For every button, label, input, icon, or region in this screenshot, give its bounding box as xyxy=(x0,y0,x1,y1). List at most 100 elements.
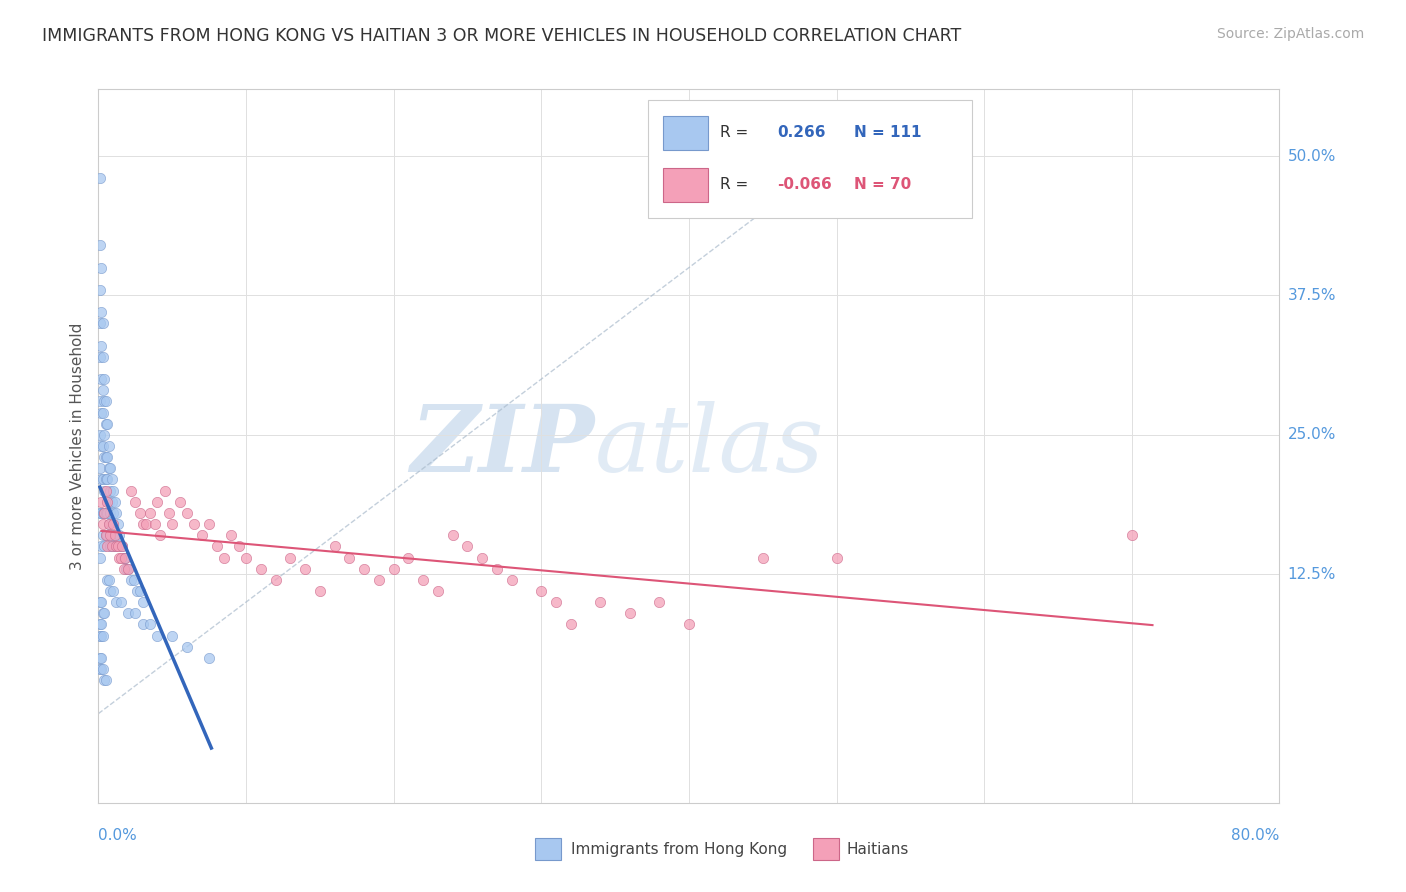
Point xyxy=(751,550,773,565)
Point xyxy=(89,283,111,297)
Point xyxy=(198,516,221,531)
Point xyxy=(93,607,115,621)
Point xyxy=(93,450,115,464)
Text: IMMIGRANTS FROM HONG KONG VS HAITIAN 3 OR MORE VEHICLES IN HOUSEHOLD CORRELATION: IMMIGRANTS FROM HONG KONG VS HAITIAN 3 O… xyxy=(42,27,962,45)
Point xyxy=(90,338,112,352)
Point xyxy=(90,260,112,275)
Point xyxy=(124,607,146,621)
Point xyxy=(427,583,450,598)
Point xyxy=(89,317,111,331)
Point xyxy=(90,628,112,642)
Point xyxy=(89,506,111,520)
Text: Immigrants from Hong Kong: Immigrants from Hong Kong xyxy=(571,842,787,856)
Point xyxy=(678,617,700,632)
Point xyxy=(146,494,169,508)
Y-axis label: 3 or more Vehicles in Household: 3 or more Vehicles in Household xyxy=(70,322,86,570)
Point xyxy=(90,405,112,419)
Point xyxy=(278,550,302,565)
Point xyxy=(122,573,145,587)
FancyBboxPatch shape xyxy=(813,838,839,860)
Text: Haitians: Haitians xyxy=(846,842,908,856)
Point xyxy=(128,583,150,598)
Point xyxy=(91,516,114,531)
Point xyxy=(94,417,117,431)
Point xyxy=(157,506,180,520)
Point xyxy=(93,394,115,409)
Point xyxy=(501,573,523,587)
Point xyxy=(98,461,121,475)
Point xyxy=(91,384,114,398)
Point xyxy=(264,573,287,587)
Point xyxy=(96,539,118,553)
Point xyxy=(132,516,155,531)
FancyBboxPatch shape xyxy=(664,116,707,150)
Point xyxy=(368,573,391,587)
Point xyxy=(90,539,112,553)
Point xyxy=(105,539,128,553)
Point xyxy=(219,528,242,542)
Point xyxy=(93,483,115,498)
Point xyxy=(110,595,132,609)
Point xyxy=(530,583,553,598)
Point xyxy=(90,651,112,665)
Point xyxy=(97,516,120,531)
Point xyxy=(89,350,111,364)
Point xyxy=(205,539,228,553)
Point xyxy=(94,528,117,542)
Point xyxy=(124,494,146,508)
Point xyxy=(117,607,139,621)
Text: 0.266: 0.266 xyxy=(778,125,825,139)
Point xyxy=(169,494,191,508)
Point xyxy=(98,539,121,553)
Point xyxy=(91,662,114,676)
Point xyxy=(93,372,115,386)
Point xyxy=(294,562,316,576)
Text: ZIP: ZIP xyxy=(411,401,595,491)
Point xyxy=(228,539,250,553)
Point xyxy=(139,506,162,520)
Point xyxy=(94,473,117,487)
Point xyxy=(105,539,128,553)
Point xyxy=(90,494,112,508)
Point xyxy=(90,372,112,386)
Point xyxy=(97,461,120,475)
Point xyxy=(176,506,198,520)
Point xyxy=(183,516,205,531)
Point xyxy=(91,628,114,642)
Point xyxy=(89,394,111,409)
Point xyxy=(89,617,111,632)
Point xyxy=(98,483,121,498)
Point xyxy=(91,405,114,419)
Text: -0.066: -0.066 xyxy=(778,177,832,192)
Point xyxy=(93,506,115,520)
Text: atlas: atlas xyxy=(595,401,824,491)
Point xyxy=(91,350,114,364)
Point xyxy=(108,550,131,565)
Point xyxy=(114,550,136,565)
Point xyxy=(94,483,117,498)
Text: R =: R = xyxy=(720,125,748,139)
Point xyxy=(120,573,142,587)
Point xyxy=(544,595,567,609)
Point xyxy=(212,550,235,565)
Point xyxy=(90,662,112,676)
Point xyxy=(486,562,509,576)
Point xyxy=(90,595,112,609)
Text: 0.0%: 0.0% xyxy=(98,828,138,843)
Point xyxy=(382,562,405,576)
Point xyxy=(110,550,132,565)
Point xyxy=(100,528,122,542)
Point xyxy=(114,550,136,565)
Point xyxy=(128,506,150,520)
Point xyxy=(396,550,419,565)
Point xyxy=(110,539,132,553)
Point xyxy=(125,583,148,598)
Point xyxy=(235,550,257,565)
Point xyxy=(132,617,155,632)
Text: 50.0%: 50.0% xyxy=(1288,149,1336,163)
Text: Source: ZipAtlas.com: Source: ZipAtlas.com xyxy=(1216,27,1364,41)
Point xyxy=(117,562,139,576)
Point xyxy=(96,573,118,587)
Point xyxy=(91,506,114,520)
Point xyxy=(89,595,111,609)
